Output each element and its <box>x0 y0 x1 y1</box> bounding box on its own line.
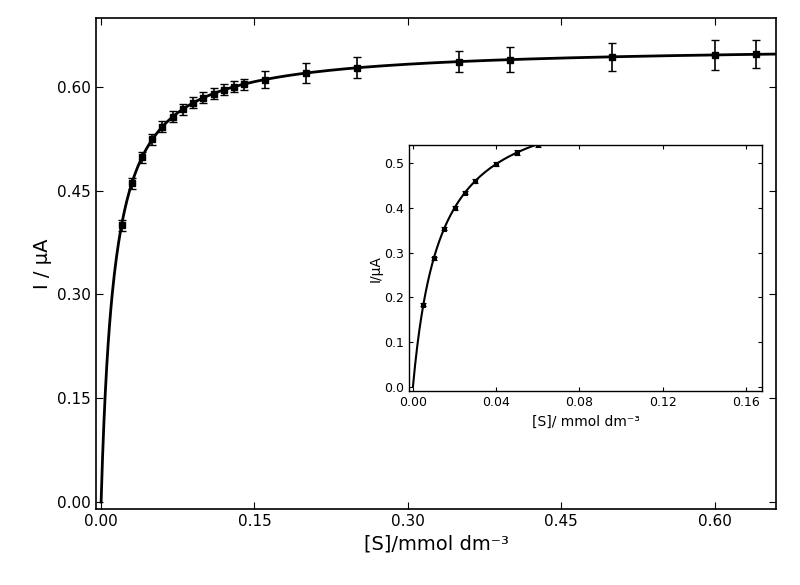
X-axis label: [S]/mmol dm⁻³: [S]/mmol dm⁻³ <box>363 534 509 553</box>
Y-axis label: I / μA: I / μA <box>33 238 52 288</box>
